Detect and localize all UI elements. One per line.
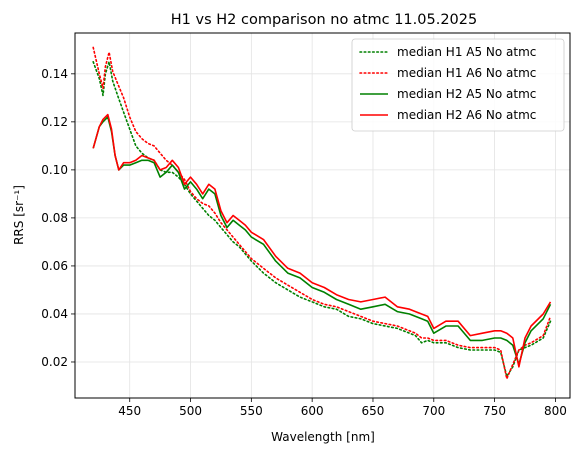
- x-tick-label: 800: [544, 404, 567, 418]
- legend-box: [351, 38, 565, 132]
- x-tick-label: 700: [422, 404, 445, 418]
- legend-label-1: median H1 A5 No atmc: [397, 45, 536, 59]
- series-line-3: [92, 116, 552, 366]
- chart-title: H1 vs H2 comparison no atmc 11.05.2025: [171, 12, 477, 28]
- x-tick-label: 550: [240, 404, 263, 418]
- y-axis-label: RRS [sr⁻¹]: [12, 185, 26, 245]
- y-tick-label: 0.08: [41, 211, 68, 225]
- series-line-2: [92, 46, 552, 380]
- plot-frame: [74, 32, 571, 399]
- x-axis: 450 500 550 600 650 700 750 800: [118, 398, 567, 418]
- legend-label-3: median H2 A5 No atmc: [397, 87, 536, 101]
- series-layer: [92, 46, 552, 380]
- x-tick-label: 650: [362, 404, 385, 418]
- x-tick-label: 450: [118, 404, 141, 418]
- legend: median H1 A5 No atmc median H1 A6 No atmc…: [351, 38, 565, 132]
- series-line-1: [92, 60, 552, 378]
- x-tick-label: 600: [301, 404, 324, 418]
- y-axis: 0.02 0.04 0.06 0.08 0.10 0.12 0.14: [41, 67, 75, 369]
- y-tick-label: 0.04: [41, 307, 68, 321]
- x-tick-label: 500: [179, 404, 202, 418]
- y-tick-label: 0.14: [41, 67, 68, 81]
- x-axis-label: Wavelength [nm]: [271, 430, 375, 444]
- x-tick-label: 750: [483, 404, 506, 418]
- y-tick-label: 0.02: [41, 355, 68, 369]
- y-tick-label: 0.12: [41, 115, 68, 129]
- legend-label-2: median H1 A6 No atmc: [397, 66, 536, 80]
- legend-label-4: median H2 A6 No atmc: [397, 108, 536, 122]
- y-tick-label: 0.06: [41, 259, 68, 273]
- series-line-4: [92, 113, 552, 368]
- y-tick-label: 0.10: [41, 163, 68, 177]
